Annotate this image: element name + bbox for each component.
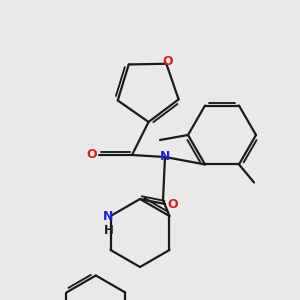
Text: N: N — [160, 151, 170, 164]
Text: O: O — [162, 55, 173, 68]
Text: H: H — [103, 224, 113, 236]
Text: O: O — [168, 197, 178, 211]
Text: O: O — [87, 148, 97, 161]
Text: N: N — [103, 209, 114, 223]
